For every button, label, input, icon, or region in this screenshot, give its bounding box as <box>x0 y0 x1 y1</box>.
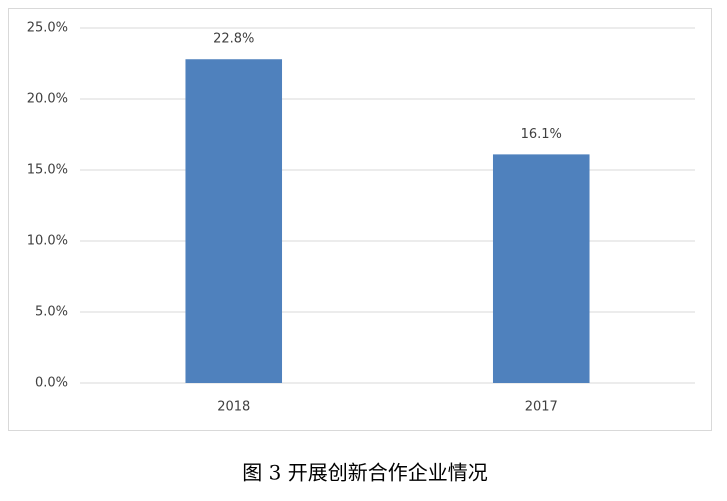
x-tick-label: 2018 <box>217 400 250 415</box>
y-tick-label: 15.0% <box>27 163 68 178</box>
y-tick-label: 20.0% <box>27 92 68 107</box>
bar <box>492 154 590 383</box>
chart-frame <box>8 8 712 431</box>
y-tick-label: 25.0% <box>27 21 68 36</box>
bar <box>185 59 283 384</box>
y-tick-label: 0.0% <box>35 376 68 391</box>
x-tick-label: 2017 <box>525 400 558 415</box>
y-tick-label: 10.0% <box>27 234 68 249</box>
data-label: 22.8% <box>213 32 254 47</box>
data-label: 16.1% <box>521 127 562 142</box>
y-tick-label: 5.0% <box>35 305 68 320</box>
chart-caption: 图 3 开展创新合作企业情况 <box>242 461 487 485</box>
